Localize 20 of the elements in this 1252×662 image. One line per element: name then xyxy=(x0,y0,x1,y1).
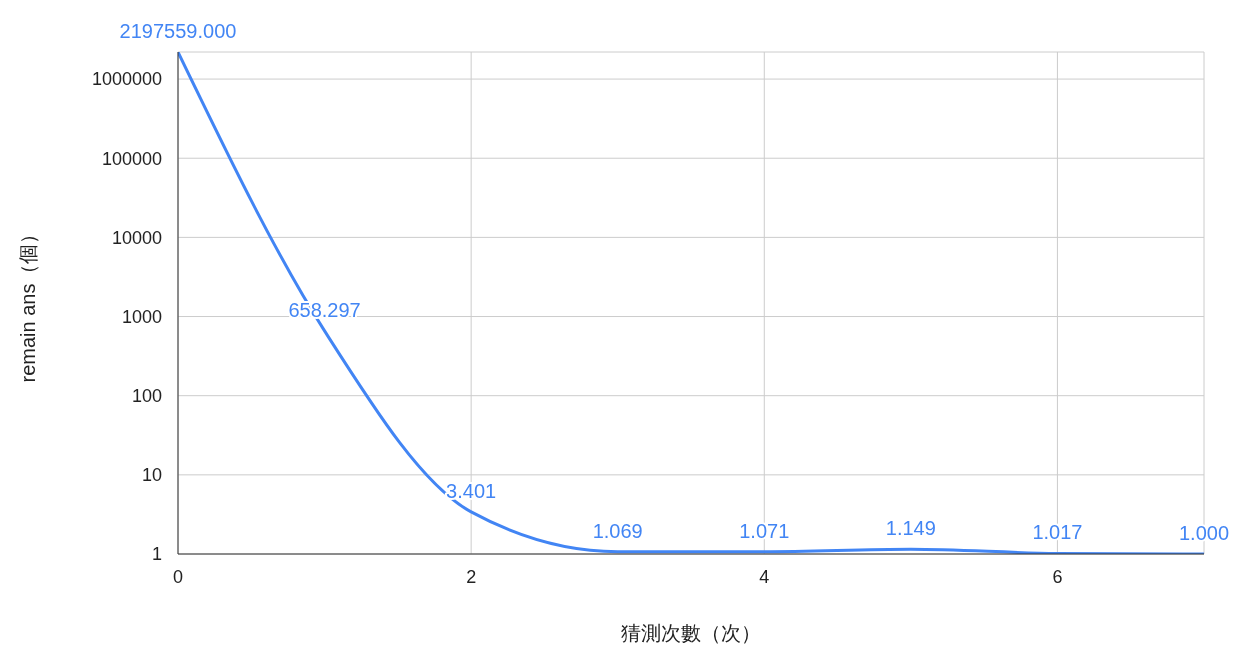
y-tick-label: 1000000 xyxy=(91,69,162,90)
data-label: 1.069 xyxy=(592,519,643,542)
y-tick-label: 1 xyxy=(151,544,162,565)
data-label: 1.000 xyxy=(1178,522,1230,544)
y-tick-label: 100 xyxy=(131,386,162,407)
x-tick-label: 4 xyxy=(759,566,770,587)
data-label: 1.017 xyxy=(1032,521,1083,544)
y-tick-label: 10 xyxy=(141,465,162,486)
data-label: 1.149 xyxy=(885,517,936,540)
y-tick-label: 100000 xyxy=(101,148,162,169)
data-label: 2197559.000 xyxy=(119,20,237,42)
x-tick-label: 6 xyxy=(1052,566,1063,587)
x-tick-label: 0 xyxy=(172,566,184,587)
y-tick-label: 1000 xyxy=(121,306,162,327)
x-tick-label: 2 xyxy=(466,566,477,587)
data-label: 3.401 xyxy=(446,479,497,502)
data-label: 1.071 xyxy=(739,519,790,542)
y-axis-title: remain ans（個） xyxy=(17,223,40,383)
y-tick-label: 10000 xyxy=(111,227,162,248)
x-axis-title: 猜測次數（次） xyxy=(621,622,761,644)
